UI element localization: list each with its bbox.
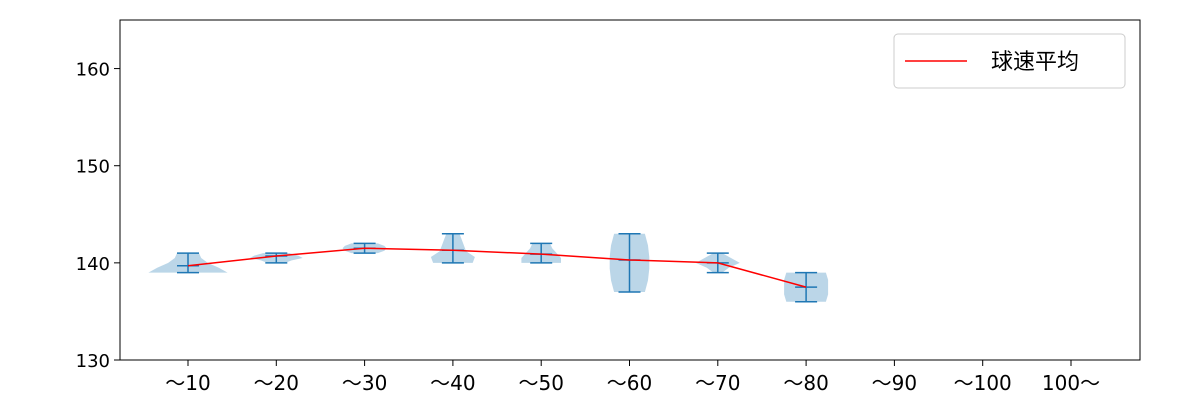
x-tick-label: ～100 bbox=[954, 371, 1012, 395]
x-tick-label: ～60 bbox=[607, 371, 652, 395]
x-tick-label: ～40 bbox=[430, 371, 475, 395]
y-tick-label: 130 bbox=[76, 351, 110, 372]
violin-bars bbox=[177, 232, 1073, 361]
y-tick-label: 140 bbox=[76, 254, 110, 275]
y-axis: 130 140 150 160 bbox=[76, 60, 120, 372]
x-tick-label: ～20 bbox=[254, 371, 299, 395]
x-tick-label: ～10 bbox=[165, 371, 210, 395]
x-tick-label: 100～ bbox=[1042, 371, 1100, 395]
violins bbox=[148, 233, 829, 302]
y-tick-label: 150 bbox=[76, 157, 110, 178]
x-tick-label: ～70 bbox=[695, 371, 740, 395]
y-tick-label: 160 bbox=[76, 60, 110, 81]
x-axis: ～10 ～20 ～30 ～40 ～50 ～60 ～70 ～80 ～90 ～100 100～ bbox=[165, 360, 1100, 395]
mean-line bbox=[187, 247, 807, 288]
x-tick-label: ～30 bbox=[342, 371, 387, 395]
legend-label: 球速平均 bbox=[991, 50, 1079, 75]
legend-box bbox=[893, 33, 1126, 89]
x-tick-label: ～90 bbox=[872, 371, 917, 395]
legend: 球速平均 bbox=[893, 33, 1126, 89]
x-tick-label: ～50 bbox=[518, 371, 563, 395]
x-tick-label: ～80 bbox=[783, 371, 828, 395]
